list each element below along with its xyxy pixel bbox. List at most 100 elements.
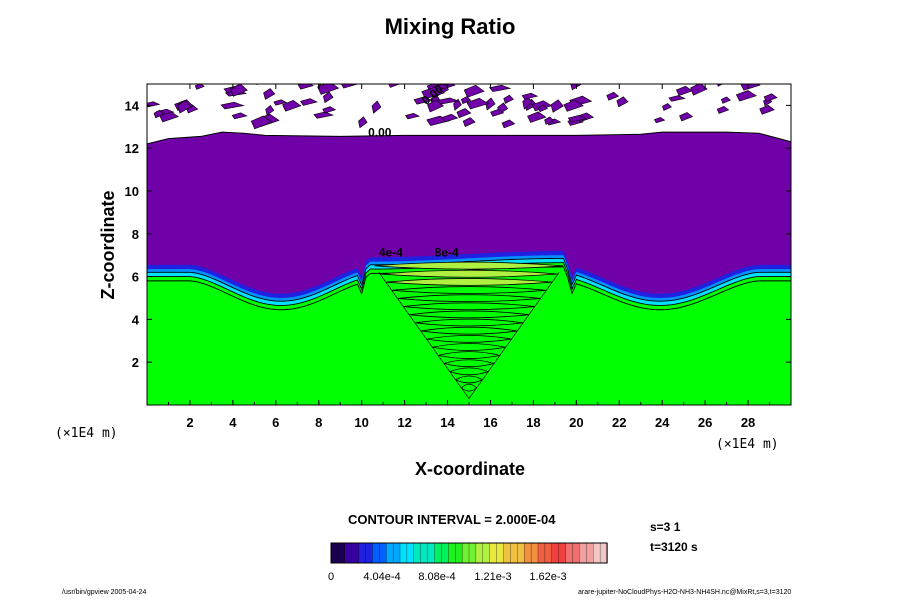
top-edge-contour xyxy=(147,131,791,145)
colorbar-cell xyxy=(468,542,477,564)
contour-label: 4e-4 xyxy=(379,245,403,259)
speckle-patch xyxy=(265,104,275,116)
colorbar-cell xyxy=(441,542,449,564)
plot-fields xyxy=(147,84,791,405)
x-tick-label: 12 xyxy=(397,415,411,430)
speckle-patch xyxy=(177,100,192,114)
x-tick-label: 10 xyxy=(354,415,368,430)
colorbar-cell xyxy=(461,542,470,564)
colorbar-cell xyxy=(399,542,408,564)
speckle-patch xyxy=(497,84,500,85)
dry-region xyxy=(147,132,791,294)
colorbar-label: 0 xyxy=(328,571,334,583)
x-tick-label: 24 xyxy=(655,415,670,430)
speckle-patch xyxy=(717,84,724,87)
t-annotation: t=3120 s xyxy=(650,540,698,554)
colorbar-cell xyxy=(517,542,525,564)
colorbar-cell xyxy=(530,542,539,564)
speckle-patch xyxy=(297,84,314,90)
x-tick-label: 28 xyxy=(741,415,755,430)
speckle-patch xyxy=(679,112,694,122)
speckle-patch xyxy=(442,113,459,123)
speckle-patch xyxy=(322,106,337,114)
plume-contour xyxy=(374,261,564,270)
colorbar-cell xyxy=(496,542,505,564)
colorbar-label: 8.08e-4 xyxy=(418,571,455,583)
colorbar-cell xyxy=(386,542,394,564)
x-tick-label: 16 xyxy=(483,415,497,430)
colorbar-cell xyxy=(599,542,608,564)
colorbar-cell xyxy=(392,542,401,564)
colorbar-cell xyxy=(586,542,594,564)
colorbar-cell xyxy=(427,542,436,564)
colorbar-cell xyxy=(510,542,518,564)
colorbar-cell xyxy=(344,542,353,564)
chart-title: Mixing Ratio xyxy=(384,14,516,39)
speckle-patch xyxy=(153,109,165,119)
speckle-patch xyxy=(273,99,288,106)
speckle-patch xyxy=(263,88,276,100)
colorbar-cell xyxy=(365,542,374,564)
speckle-patch xyxy=(317,84,340,95)
speckle-patch xyxy=(463,84,485,98)
x-tick-label: 14 xyxy=(440,415,455,430)
speckle-patch xyxy=(490,108,505,117)
colorbar-cell xyxy=(351,542,360,564)
colorbar-cell xyxy=(524,542,532,564)
y-scale-label: (×1E4 m) xyxy=(716,437,779,452)
y-tick-label: 14 xyxy=(125,98,140,113)
speckle-patch xyxy=(323,91,334,104)
x-tick-label: 22 xyxy=(612,415,626,430)
speckle-patch xyxy=(194,84,205,90)
plume-outline xyxy=(378,272,560,400)
speckle-patch xyxy=(250,115,273,130)
colorbar-cell xyxy=(503,542,512,564)
speckle-patch xyxy=(675,85,693,96)
speckle-patch xyxy=(544,116,555,125)
colorbar-cell xyxy=(489,542,498,564)
y-tick-label: 8 xyxy=(132,227,139,242)
colorbar-label: 4.04e-4 xyxy=(363,571,400,583)
speckle-patch xyxy=(563,99,584,112)
speckle-patch xyxy=(735,90,757,102)
x-scale-label: (×1E4 m) xyxy=(55,426,118,441)
speckle-patch xyxy=(501,119,516,129)
colorbar-cell xyxy=(475,542,484,564)
speckle-patch xyxy=(436,97,459,105)
colorbar-cell xyxy=(565,542,574,564)
speckle-patch xyxy=(606,91,620,101)
speckle-patch xyxy=(720,96,731,104)
speckle-patch xyxy=(404,112,421,120)
speckle-patch xyxy=(716,105,730,114)
speckle-patch xyxy=(453,98,462,111)
speckle-patch xyxy=(550,99,564,113)
colorbar-cell xyxy=(482,542,491,564)
y-tick-label: 4 xyxy=(132,312,140,327)
colorbar-cell xyxy=(330,542,339,564)
colorbar-cell xyxy=(372,542,380,564)
speckle-patch xyxy=(488,84,512,92)
speckle-patch xyxy=(456,108,472,119)
colorbar-cell xyxy=(448,542,456,564)
speckle-patch xyxy=(527,111,547,123)
speckle-patch xyxy=(653,117,666,124)
colorbar-cell xyxy=(537,542,546,564)
colorbar-label: 1.21e-3 xyxy=(474,571,511,583)
contour-label: 8e-4 xyxy=(435,245,459,259)
speckle-patch xyxy=(521,92,539,100)
speckle-patch xyxy=(231,112,248,120)
speckle-patch xyxy=(371,100,382,114)
x-tick-label: 18 xyxy=(526,415,540,430)
footer-right: arare-jupiter-NoCloudPhys-H2O-NH3-NH4SH.… xyxy=(578,589,792,596)
y-tick-label: 2 xyxy=(132,355,139,370)
y-tick-label: 10 xyxy=(125,184,139,199)
colorbar-cell xyxy=(420,542,429,564)
colorbar-cell xyxy=(455,542,463,564)
x-tick-label: 8 xyxy=(315,415,322,430)
colorbar-cell xyxy=(558,542,567,564)
colorbar-cell xyxy=(572,542,581,564)
contour-label: 0.00 xyxy=(368,125,392,139)
x-tick-label: 4 xyxy=(229,415,237,430)
colorbar-cell xyxy=(406,542,415,564)
speckle-patch xyxy=(538,104,549,113)
